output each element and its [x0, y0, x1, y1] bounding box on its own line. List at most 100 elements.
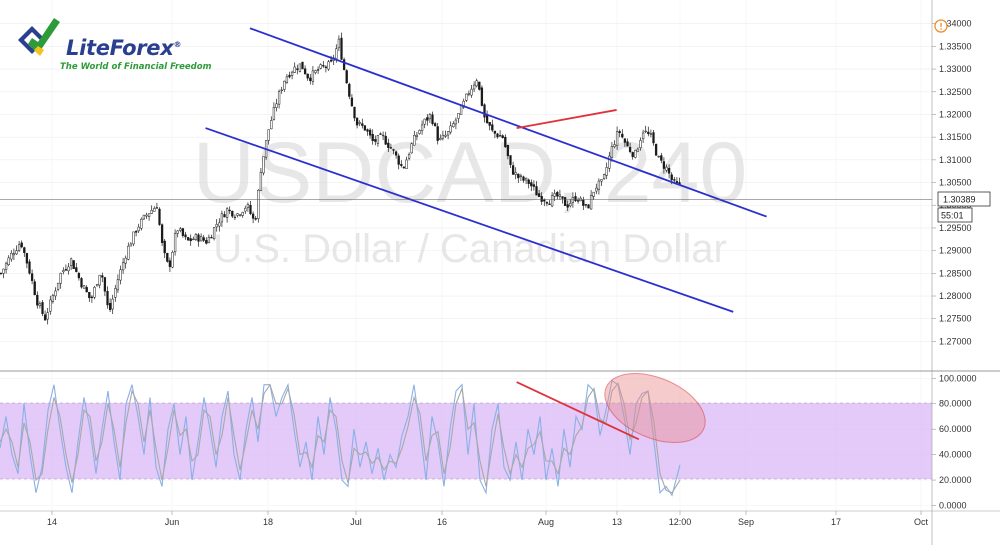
resistance-divergence-line[interactable]: [516, 109, 617, 129]
time-tick-label: 13: [612, 517, 622, 527]
candle: [80, 277, 83, 289]
time-tick-label: Sep: [738, 517, 754, 527]
candle: [285, 74, 289, 84]
candle: [153, 206, 156, 212]
candle: [644, 125, 647, 134]
candle: [171, 250, 174, 269]
candle: [306, 73, 309, 81]
candle: [290, 70, 294, 80]
candle: [654, 143, 658, 156]
candle: [202, 234, 205, 243]
candle: [530, 179, 533, 192]
candle: [225, 207, 229, 223]
candle: [517, 173, 520, 183]
candle: [212, 227, 216, 241]
channel-upper-line[interactable]: [249, 27, 767, 218]
candle: [662, 157, 666, 174]
candle: [25, 252, 29, 269]
time-tick-label: Aug: [538, 517, 554, 527]
candle: [639, 137, 642, 151]
price-tick-label: 1.33500: [939, 41, 972, 51]
candle: [381, 131, 385, 141]
candle: [634, 149, 637, 159]
candle: [7, 255, 10, 266]
candle: [236, 213, 239, 218]
candle: [415, 131, 419, 141]
candle: [465, 93, 468, 102]
candle: [400, 160, 403, 168]
candle: [423, 118, 426, 129]
candle: [636, 147, 640, 152]
candle: [558, 189, 562, 200]
price-tick-label: 1.32500: [939, 87, 972, 97]
candle: [602, 173, 606, 180]
price-tick-label: 1.27500: [939, 314, 972, 324]
oscillator-tick-label: 0.0000: [939, 501, 967, 511]
candle: [142, 214, 146, 220]
candle: [366, 128, 369, 136]
candle: [322, 60, 325, 68]
channel-lower-line[interactable]: [205, 127, 734, 313]
candle: [496, 132, 499, 139]
candle: [192, 236, 195, 241]
candle: [272, 102, 276, 121]
candle: [90, 295, 94, 303]
candle: [181, 227, 185, 238]
candle: [33, 279, 36, 296]
candle: [259, 168, 263, 191]
candle: [548, 200, 551, 205]
candle: [249, 200, 252, 216]
time-tick-label: 16: [437, 517, 447, 527]
candle: [444, 130, 447, 138]
candle: [545, 201, 549, 207]
price-tick-label: 1.29500: [939, 223, 972, 233]
time-tick-label: Oct: [914, 517, 929, 527]
stochastic-k-line: [0, 379, 681, 497]
candle: [345, 69, 348, 84]
candle: [56, 282, 60, 292]
candle: [441, 130, 445, 141]
candle: [657, 155, 660, 158]
price-tick-label: 1.33000: [939, 64, 972, 74]
candle: [480, 85, 484, 107]
candle: [537, 189, 541, 197]
candle: [267, 129, 270, 145]
candle: [454, 117, 458, 130]
candle: [561, 196, 564, 204]
candle: [340, 32, 343, 60]
candle: [82, 284, 86, 289]
price-tick-label: 1.31500: [939, 132, 972, 142]
candle: [314, 69, 317, 75]
candle: [246, 202, 250, 212]
candle: [327, 60, 330, 71]
candle: [277, 89, 281, 109]
candle: [397, 153, 400, 170]
candle: [129, 242, 133, 247]
candle: [504, 134, 507, 148]
candle: [413, 130, 416, 146]
candle: [506, 144, 510, 160]
candle: [462, 98, 465, 109]
candle: [348, 82, 351, 100]
candle: [556, 190, 559, 200]
candle: [660, 152, 663, 164]
candle: [524, 177, 528, 185]
candle: [368, 128, 372, 139]
candle: [64, 264, 68, 272]
candle: [470, 84, 473, 98]
candle: [67, 263, 70, 275]
alert-circle-icon[interactable]: [934, 19, 948, 33]
oscillator-divergence-line[interactable]: [516, 381, 640, 441]
time-tick-label: Jul: [350, 517, 362, 527]
candle: [176, 230, 179, 238]
candle: [220, 210, 224, 227]
time-tick-label: 14: [47, 517, 57, 527]
candle: [17, 241, 21, 252]
candle: [628, 142, 632, 154]
candle: [467, 90, 471, 97]
candle: [62, 267, 65, 275]
price-tick-label: 1.28500: [939, 268, 972, 278]
candle: [519, 173, 523, 182]
candle: [199, 233, 203, 242]
candle: [301, 61, 304, 70]
